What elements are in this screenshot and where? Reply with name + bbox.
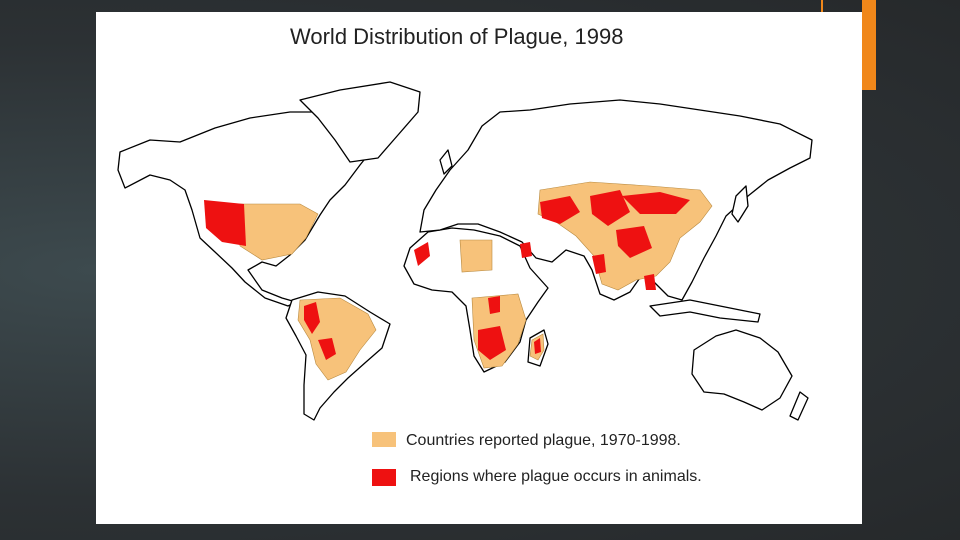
- indonesia: [649, 299, 761, 323]
- australia: [691, 329, 793, 411]
- reported-usa: [235, 203, 319, 261]
- uk: [439, 149, 453, 175]
- animal-morocco: [414, 242, 430, 266]
- animal-east-africa: [488, 296, 500, 314]
- animal-andes: [304, 302, 320, 334]
- legend-swatch-animal: [372, 469, 396, 486]
- new-zealand: [789, 391, 809, 421]
- legend-label: Regions where plague occurs in animals.: [410, 468, 702, 485]
- animal-mongolia: [622, 192, 690, 214]
- animal-southern-africa: [478, 326, 506, 360]
- animal-india: [592, 254, 606, 274]
- legend-label: Countries reported plague, 1970-1998.: [406, 432, 681, 449]
- map-title: World Distribution of Plague, 1998: [290, 24, 623, 49]
- accent-bar: [862, 0, 876, 90]
- animal-madagascar: [534, 338, 541, 354]
- animal-vietnam: [644, 274, 656, 290]
- reported-libya: [459, 239, 493, 273]
- world-map: [117, 81, 813, 421]
- japan: [731, 185, 749, 223]
- animal-central-asia: [590, 190, 630, 226]
- animal-caspian: [540, 196, 580, 224]
- animal-bolivia: [318, 338, 336, 360]
- legend-swatch-reported: [372, 432, 396, 447]
- greenland: [299, 81, 421, 163]
- animal-china: [616, 226, 652, 258]
- animal-us-west: [204, 200, 246, 246]
- animal-middle-east: [520, 242, 532, 258]
